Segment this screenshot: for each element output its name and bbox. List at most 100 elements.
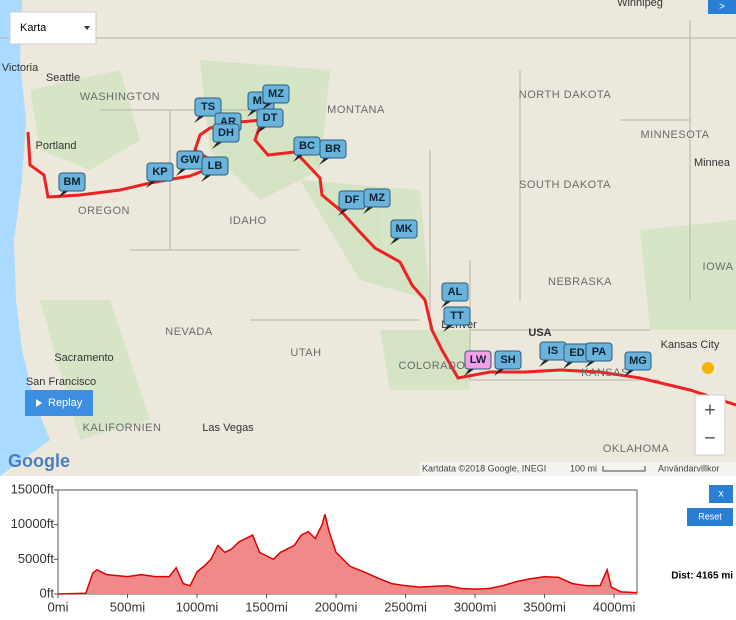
marker[interactable] [494, 350, 522, 370]
map-type-select[interactable] [9, 11, 97, 45]
marker-label: DT [263, 112, 278, 124]
marker-label: MZ [268, 88, 284, 100]
close-label: x [719, 489, 724, 500]
dropdown-arrow [84, 26, 90, 30]
place-label: Victoria [2, 62, 39, 74]
place-label: MINNESOTA [640, 129, 709, 141]
place-label: WASHINGTON [80, 91, 160, 103]
play-icon [36, 399, 42, 407]
marker-pointer [624, 369, 636, 377]
reset-label: Reset [698, 511, 722, 521]
marker-pointer [441, 300, 453, 308]
terrain [30, 60, 736, 440]
marker-pointer [176, 168, 188, 176]
pegman[interactable] [702, 362, 714, 374]
google-logo: Google [8, 451, 70, 471]
place-label: IDAHO [229, 215, 266, 227]
marker[interactable] [363, 188, 391, 208]
marker-label: BC [299, 140, 315, 152]
place-label: UTAH [290, 347, 321, 359]
marker-pointer [247, 109, 259, 117]
attribution: Kartdata ©2018 Google, INEGI [422, 463, 546, 473]
place-label: SOUTH DAKOTA [519, 179, 611, 191]
place-label: NEBRASKA [548, 276, 612, 288]
expand-button[interactable] [708, 0, 736, 14]
marker[interactable] [201, 156, 229, 176]
marker-pointer [563, 361, 575, 369]
marker-label: MZ [369, 192, 385, 204]
elevation-area [58, 514, 637, 594]
marker-pointer [319, 157, 331, 165]
x-tick-label: 1500mi [245, 599, 288, 614]
place-label: Minnea [694, 157, 731, 169]
place-label: Kansas City [661, 339, 720, 351]
terms: Användarvillkor [658, 463, 720, 473]
marker[interactable] [146, 162, 174, 182]
reset-button[interactable] [687, 508, 733, 526]
place-label: Seattle [46, 72, 80, 84]
marker[interactable] [585, 342, 613, 362]
marker-label: GW [181, 154, 201, 166]
marker-label: LW [470, 354, 487, 366]
place-label: Las Vegas [202, 422, 254, 434]
zoom-in[interactable]: + [704, 399, 716, 421]
x-tick-label: 3500mi [523, 599, 566, 614]
place-label: Portland [36, 140, 77, 152]
place-label: KALIFORNIEN [83, 422, 162, 434]
marker-label: LB [208, 160, 223, 172]
marker[interactable] [194, 97, 222, 117]
marker[interactable] [212, 123, 240, 143]
place-label: IOWA [703, 261, 734, 273]
place-label: San Francisco [26, 376, 96, 388]
marker[interactable] [443, 306, 471, 326]
marker-pointer [146, 180, 158, 188]
marker-label: PA [592, 346, 607, 358]
scale-label: 100 mi [570, 463, 597, 473]
y-tick-label: 0ft [40, 585, 55, 600]
marker-label: ED [569, 347, 584, 359]
place-label: OKLAHOMA [603, 443, 670, 455]
marker-pointer [256, 126, 268, 134]
elevation-chart: 0ft 5000ft 10000ft 15000ft 0mi 500mi 1000mi 150… [11, 481, 638, 614]
zoom-out[interactable]: − [704, 427, 716, 449]
x-tick-label: 3000mi [454, 599, 497, 614]
expand-label: > [719, 2, 725, 13]
marker-pointer [539, 359, 551, 367]
marker[interactable] [441, 282, 469, 302]
marker-pointer [585, 360, 597, 368]
x-tick-label: 1000mi [176, 599, 219, 614]
marker-pointer [338, 208, 350, 216]
marker[interactable] [319, 139, 347, 159]
place-label: NORTH DAKOTA [519, 89, 612, 101]
marker-label: BR [325, 143, 341, 155]
replay-label: Replay [48, 397, 83, 409]
marker-pointer [363, 206, 375, 214]
attribution-bar [420, 462, 736, 476]
elevation-line [57, 514, 638, 595]
marker-pointer [212, 141, 224, 149]
x-tick-label: 500mi [110, 599, 146, 614]
close-button[interactable] [709, 485, 733, 503]
zoom-control [694, 394, 726, 456]
marker[interactable] [262, 84, 290, 104]
marker-label: TS [201, 101, 215, 113]
place-label: COLORADO [399, 360, 466, 372]
y-tick-label: 5000ft [18, 551, 55, 566]
marker[interactable] [58, 172, 86, 192]
marker-pointer [390, 237, 402, 245]
marker-pointer [201, 174, 213, 182]
marker[interactable] [464, 350, 492, 370]
marker-pointer [443, 324, 455, 332]
marker[interactable] [256, 108, 284, 128]
marker[interactable] [624, 351, 652, 371]
marker-label: SH [500, 354, 515, 366]
marker-pointer [194, 115, 206, 123]
marker[interactable] [390, 219, 418, 239]
marker-label: TT [450, 310, 464, 322]
x-tick-label: 4000mi [593, 599, 636, 614]
marker-label: BM [63, 176, 80, 188]
marker-pointer [494, 368, 506, 376]
